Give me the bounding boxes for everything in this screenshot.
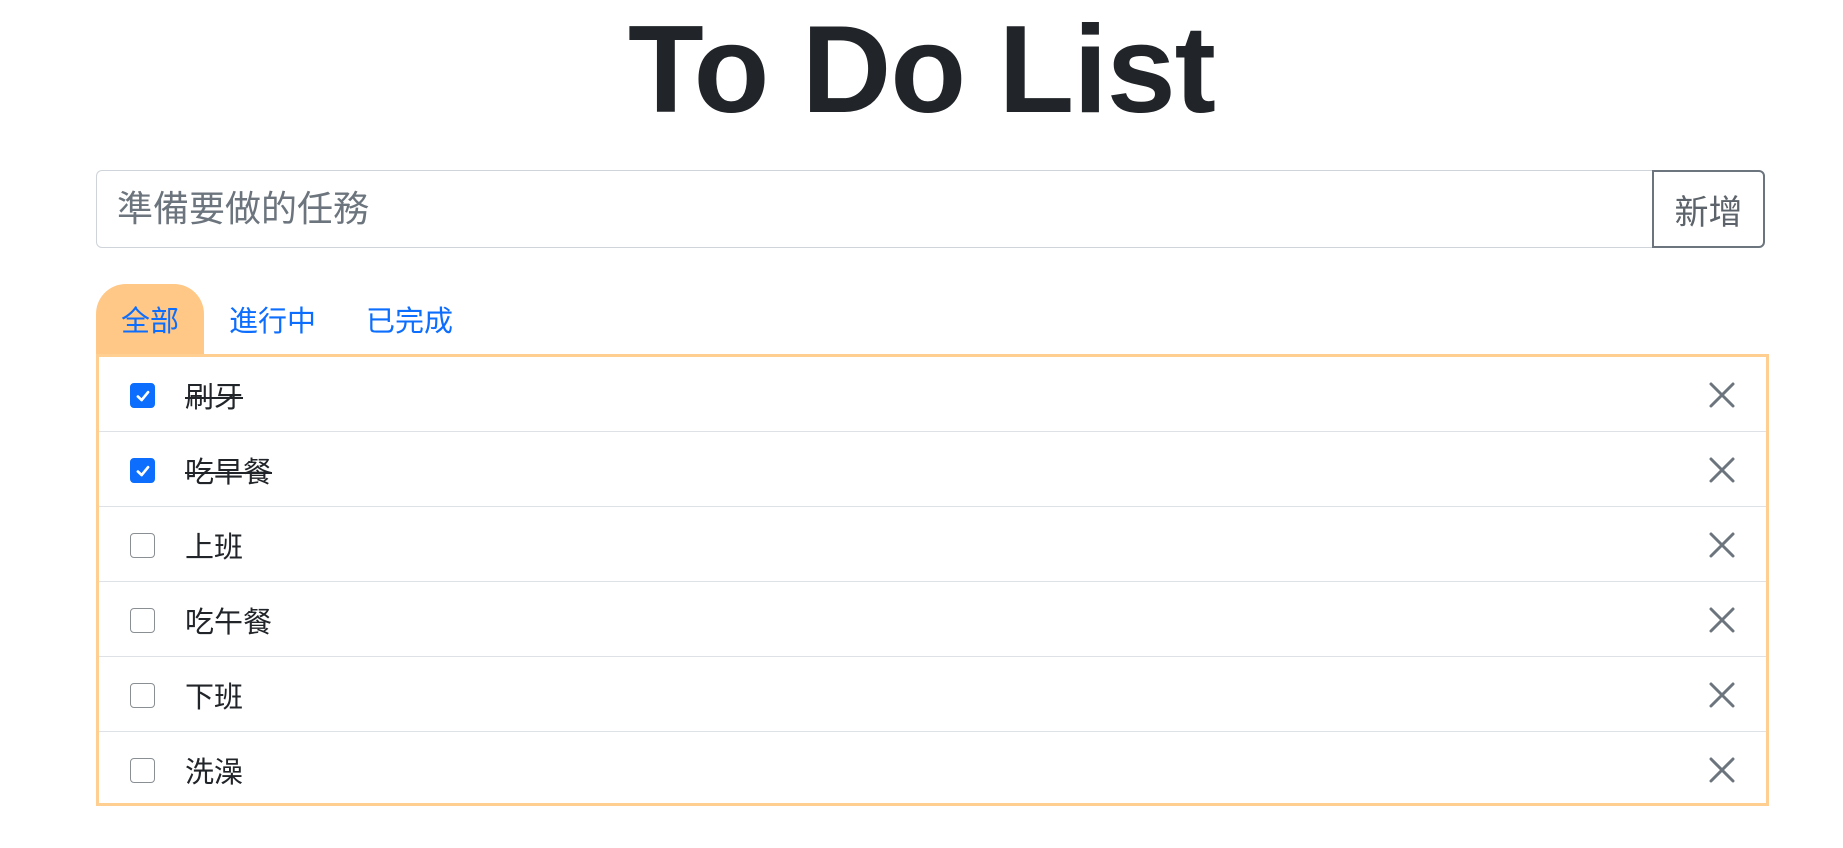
task-label: 洗澡 [185,754,244,789]
tab-label: 全部 [121,304,180,338]
list-item: 上班 [99,507,1766,582]
task-label: 吃午餐 [185,604,273,639]
task-checkbox[interactable] [130,683,155,708]
tab-all[interactable]: 全部 [96,284,205,354]
add-task-row: 新增 [96,170,1769,248]
close-icon [1709,457,1735,483]
tab-label: 進行中 [229,304,317,338]
task-checkbox[interactable] [130,758,155,783]
list-item: 刷牙 [99,357,1766,432]
delete-button[interactable] [1706,454,1738,486]
delete-button[interactable] [1706,529,1738,561]
task-label: 上班 [185,529,244,564]
task-label: 刷牙 [185,379,244,414]
task-input[interactable] [96,170,1652,248]
delete-button[interactable] [1706,604,1738,636]
todo-list: 刷牙 吃早餐 上班 吃午餐 [96,354,1769,806]
task-checkbox[interactable] [130,533,155,558]
check-icon [136,390,149,401]
task-checkbox[interactable] [130,383,155,408]
close-icon [1709,757,1735,783]
tab-completed[interactable]: 已完成 [341,284,478,354]
delete-button[interactable] [1706,754,1738,786]
task-checkbox[interactable] [130,608,155,633]
close-icon [1709,682,1735,708]
task-checkbox[interactable] [130,458,155,483]
tab-label: 已完成 [366,304,454,338]
check-icon [136,465,149,476]
filter-tabs: 全部 進行中 已完成 [96,284,478,354]
page-title: To Do List [628,1,1216,139]
delete-button[interactable] [1706,379,1738,411]
list-item: 洗澡 [99,732,1766,807]
add-button[interactable]: 新增 [1652,170,1765,248]
close-icon [1709,532,1735,558]
list-item: 下班 [99,657,1766,732]
task-label: 吃早餐 [185,454,273,489]
task-label: 下班 [185,679,244,714]
close-icon [1709,382,1735,408]
delete-button[interactable] [1706,679,1738,711]
list-item: 吃午餐 [99,582,1766,657]
close-icon [1709,607,1735,633]
list-item: 吃早餐 [99,432,1766,507]
tab-in-progress[interactable]: 進行中 [204,284,341,354]
